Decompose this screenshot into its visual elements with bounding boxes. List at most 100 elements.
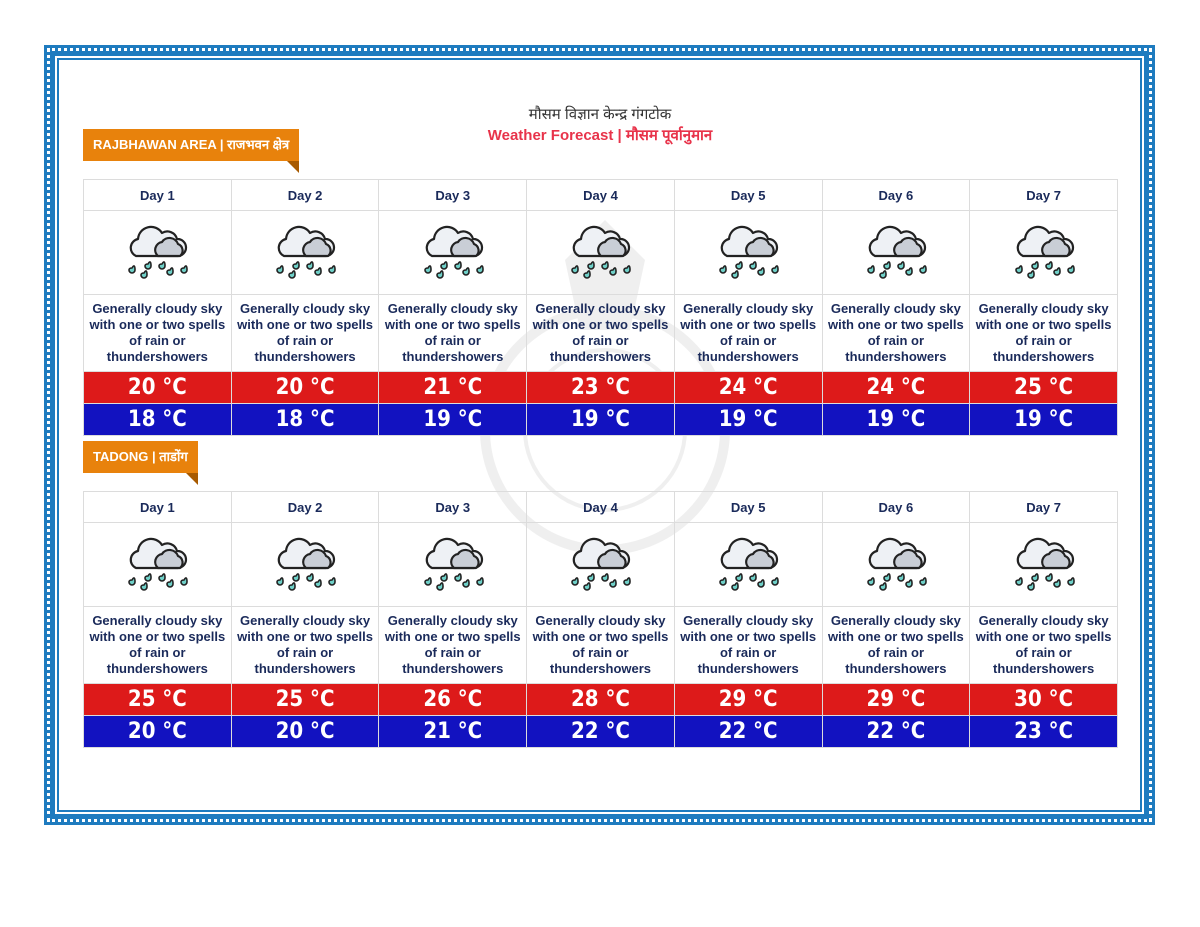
min-temp: 18 °C <box>83 403 232 436</box>
forecast-description: Generally cloudy sky with one or two spe… <box>378 294 528 372</box>
min-temp-row: 20 °C 20 °C 21 °C 22 °C 22 °C 22 °C 23 °… <box>83 715 1118 748</box>
forecast-description: Generally cloudy sky with one or two spe… <box>969 294 1118 372</box>
icon-cell <box>526 522 675 607</box>
icon-cell <box>673 522 823 607</box>
forecast-title: Weather Forecast | मौसम पूर्वानुमान <box>487 127 713 144</box>
forecast-table-rajbhawan: Day 1 Day 2 Day 3 Day 4 Day 5 Day 6 Day … <box>83 179 1118 436</box>
max-temp-row: 20 °C 20 °C 21 °C 23 °C 24 °C 24 °C 25 °… <box>83 371 1118 404</box>
icon-cell <box>821 522 971 607</box>
day-label: Day 1 <box>83 179 232 211</box>
cloud-rain-icon <box>713 530 783 594</box>
description-row: Generally cloudy sky with one or two spe… <box>83 294 1118 372</box>
location-tag-tadong: TADONG | ताडोंग <box>83 441 198 485</box>
max-temp: 20 °C <box>230 371 380 404</box>
day-label: Day 6 <box>821 179 971 211</box>
cloud-rain-icon <box>270 218 340 282</box>
forecast-description: Generally cloudy sky with one or two spe… <box>378 606 528 684</box>
forecast-description: Generally cloudy sky with one or two spe… <box>230 294 380 372</box>
cloud-rain-icon <box>418 530 488 594</box>
cloud-rain-icon <box>270 530 340 594</box>
cloud-rain-icon <box>861 530 931 594</box>
max-temp: 25 °C <box>969 371 1118 404</box>
office-title: मौसम विज्ञान केन्द्र गंगटोक <box>528 106 672 123</box>
max-temp: 23 °C <box>526 371 675 404</box>
forecast-description: Generally cloudy sky with one or two spe… <box>673 606 823 684</box>
forecast-description: Generally cloudy sky with one or two spe… <box>83 294 232 372</box>
icon-cell <box>378 522 528 607</box>
forecast-description: Generally cloudy sky with one or two spe… <box>821 294 971 372</box>
day-label: Day 2 <box>230 179 380 211</box>
icon-cell <box>230 210 380 295</box>
min-temp: 19 °C <box>673 403 823 436</box>
min-temp: 19 °C <box>969 403 1118 436</box>
forecast-description: Generally cloudy sky with one or two spe… <box>821 606 971 684</box>
max-temp: 28 °C <box>526 683 675 716</box>
day-label: Day 5 <box>673 491 823 523</box>
cloud-rain-icon <box>1009 530 1079 594</box>
icon-row <box>83 210 1118 295</box>
min-temp: 21 °C <box>378 715 528 748</box>
icon-cell <box>83 210 232 295</box>
day-label: Day 1 <box>83 491 232 523</box>
forecast-table-tadong: Day 1 Day 2 Day 3 Day 4 Day 5 Day 6 Day … <box>83 491 1118 748</box>
day-label: Day 4 <box>526 491 675 523</box>
icon-cell <box>969 522 1118 607</box>
max-temp: 25 °C <box>83 683 232 716</box>
min-temp: 19 °C <box>526 403 675 436</box>
max-temp: 25 °C <box>230 683 380 716</box>
max-temp: 20 °C <box>83 371 232 404</box>
day-label: Day 6 <box>821 491 971 523</box>
icon-row <box>83 522 1118 607</box>
min-temp: 23 °C <box>969 715 1118 748</box>
max-temp-row: 25 °C 25 °C 26 °C 28 °C 29 °C 29 °C 30 °… <box>83 683 1118 716</box>
icon-cell <box>673 210 823 295</box>
day-row: Day 1 Day 2 Day 3 Day 4 Day 5 Day 6 Day … <box>83 491 1118 523</box>
day-row: Day 1 Day 2 Day 3 Day 4 Day 5 Day 6 Day … <box>83 179 1118 211</box>
icon-cell <box>378 210 528 295</box>
day-label: Day 5 <box>673 179 823 211</box>
icon-cell <box>83 522 232 607</box>
min-temp: 22 °C <box>821 715 971 748</box>
icon-cell <box>969 210 1118 295</box>
min-temp: 22 °C <box>673 715 823 748</box>
min-temp: 19 °C <box>378 403 528 436</box>
max-temp: 29 °C <box>673 683 823 716</box>
forecast-description: Generally cloudy sky with one or two spe… <box>673 294 823 372</box>
icon-cell <box>821 210 971 295</box>
day-label: Day 7 <box>969 179 1118 211</box>
min-temp: 20 °C <box>230 715 380 748</box>
day-label: Day 3 <box>378 179 528 211</box>
icon-cell <box>230 522 380 607</box>
cloud-rain-icon <box>861 218 931 282</box>
max-temp: 24 °C <box>673 371 823 404</box>
max-temp: 29 °C <box>821 683 971 716</box>
forecast-description: Generally cloudy sky with one or two spe… <box>83 606 232 684</box>
day-label: Day 7 <box>969 491 1118 523</box>
cloud-rain-icon <box>418 218 488 282</box>
forecast-description: Generally cloudy sky with one or two spe… <box>230 606 380 684</box>
min-temp: 19 °C <box>821 403 971 436</box>
max-temp: 21 °C <box>378 371 528 404</box>
min-temp: 20 °C <box>83 715 232 748</box>
description-row: Generally cloudy sky with one or two spe… <box>83 606 1118 684</box>
day-label: Day 2 <box>230 491 380 523</box>
cloud-rain-icon <box>565 530 635 594</box>
min-temp: 22 °C <box>526 715 675 748</box>
forecast-description: Generally cloudy sky with one or two spe… <box>969 606 1118 684</box>
day-label: Day 4 <box>526 179 675 211</box>
cloud-rain-icon <box>1009 218 1079 282</box>
forecast-description: Generally cloudy sky with one or two spe… <box>526 606 675 684</box>
cloud-rain-icon <box>122 530 192 594</box>
max-temp: 24 °C <box>821 371 971 404</box>
cloud-rain-icon <box>565 218 635 282</box>
min-temp-row: 18 °C 18 °C 19 °C 19 °C 19 °C 19 °C 19 °… <box>83 403 1118 436</box>
cloud-rain-icon <box>713 218 783 282</box>
cloud-rain-icon <box>122 218 192 282</box>
max-temp: 26 °C <box>378 683 528 716</box>
forecast-description: Generally cloudy sky with one or two spe… <box>526 294 675 372</box>
max-temp: 30 °C <box>969 683 1118 716</box>
icon-cell <box>526 210 675 295</box>
min-temp: 18 °C <box>230 403 380 436</box>
location-tag-rajbhawan: RAJBHAWAN AREA | राजभवन क्षेत्र <box>83 129 300 173</box>
day-label: Day 3 <box>378 491 528 523</box>
